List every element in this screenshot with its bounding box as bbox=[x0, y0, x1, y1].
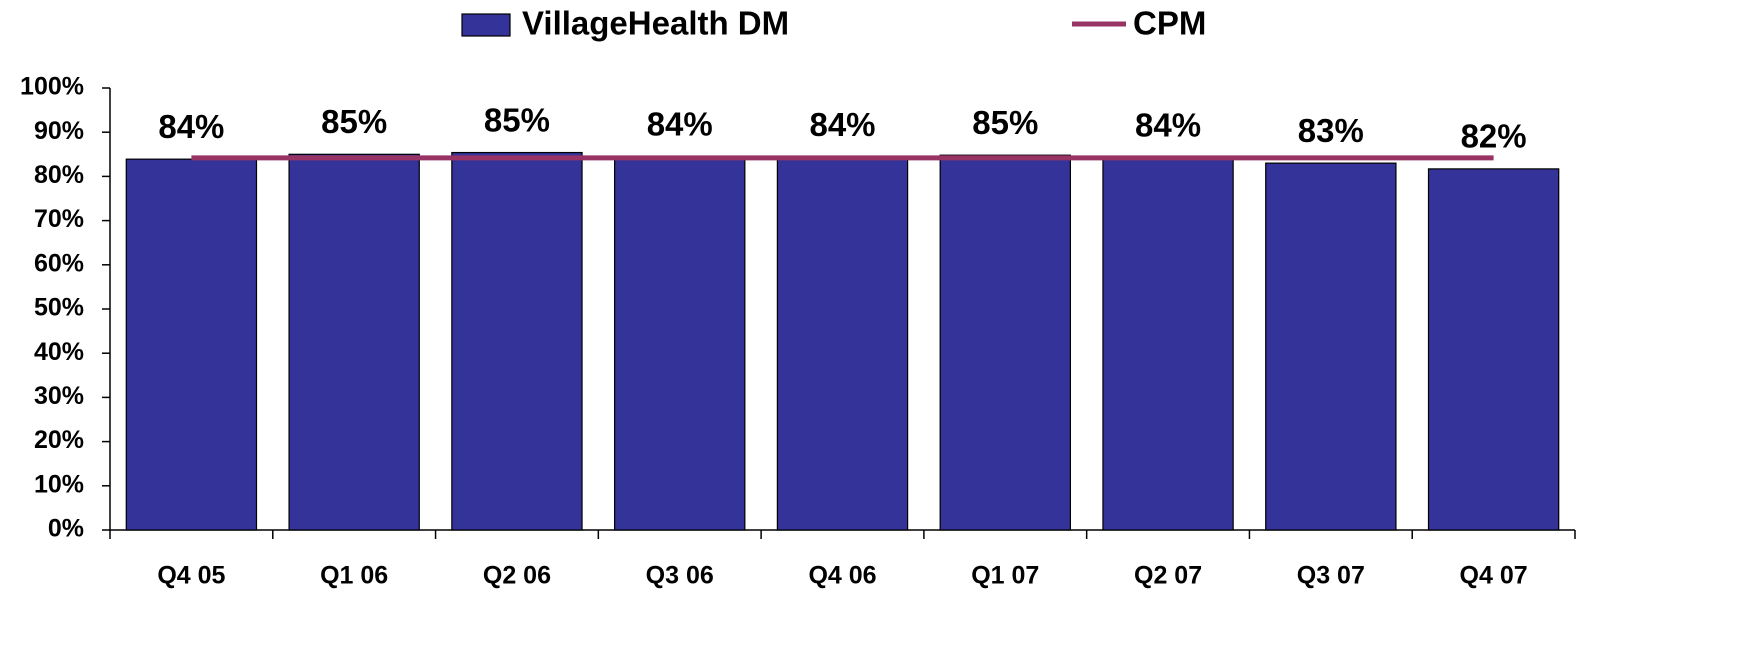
legend-label: CPM bbox=[1133, 5, 1206, 42]
y-tick-label: 40% bbox=[34, 338, 84, 366]
y-tick-label: 30% bbox=[34, 382, 84, 410]
bar bbox=[776, 156, 909, 531]
bar bbox=[125, 158, 258, 531]
value-label: 82% bbox=[1461, 118, 1527, 155]
x-tick-label: Q1 07 bbox=[971, 562, 1039, 590]
x-tick-label: Q4 06 bbox=[808, 562, 876, 590]
value-label: 85% bbox=[972, 104, 1038, 141]
value-label: 84% bbox=[809, 106, 875, 143]
legend-swatch bbox=[461, 13, 511, 37]
bar bbox=[614, 156, 746, 531]
value-label: 85% bbox=[484, 101, 550, 138]
y-tick-label: 70% bbox=[34, 205, 84, 233]
value-label: 85% bbox=[321, 103, 387, 140]
y-tick-label: 60% bbox=[34, 249, 84, 277]
bar bbox=[451, 151, 583, 531]
x-tick-label: Q3 06 bbox=[646, 562, 714, 590]
x-tick-label: Q2 06 bbox=[483, 562, 551, 590]
y-tick-label: 50% bbox=[34, 294, 84, 322]
x-tick-label: Q2 07 bbox=[1134, 562, 1202, 590]
y-tick-label: 20% bbox=[34, 426, 84, 454]
x-tick-label: Q4 05 bbox=[157, 562, 225, 590]
value-label: 84% bbox=[158, 108, 224, 145]
x-tick-label: Q4 07 bbox=[1460, 562, 1528, 590]
bar bbox=[288, 153, 420, 531]
value-label: 84% bbox=[1135, 107, 1201, 144]
bar bbox=[1265, 162, 1397, 531]
value-label: 84% bbox=[647, 106, 713, 143]
x-tick-label: Q3 07 bbox=[1297, 562, 1365, 590]
y-tick-label: 10% bbox=[34, 470, 84, 498]
bar bbox=[939, 154, 1071, 531]
bar bbox=[1102, 157, 1234, 531]
y-tick-label: 80% bbox=[34, 161, 84, 189]
legend-label: VillageHealth DM bbox=[522, 5, 789, 42]
y-tick-label: 90% bbox=[34, 117, 84, 145]
bar bbox=[1427, 168, 1560, 531]
value-label: 83% bbox=[1298, 112, 1364, 149]
y-tick-label: 0% bbox=[48, 515, 84, 543]
x-tick-label: Q1 06 bbox=[320, 562, 388, 590]
y-tick-label: 100% bbox=[20, 73, 84, 101]
